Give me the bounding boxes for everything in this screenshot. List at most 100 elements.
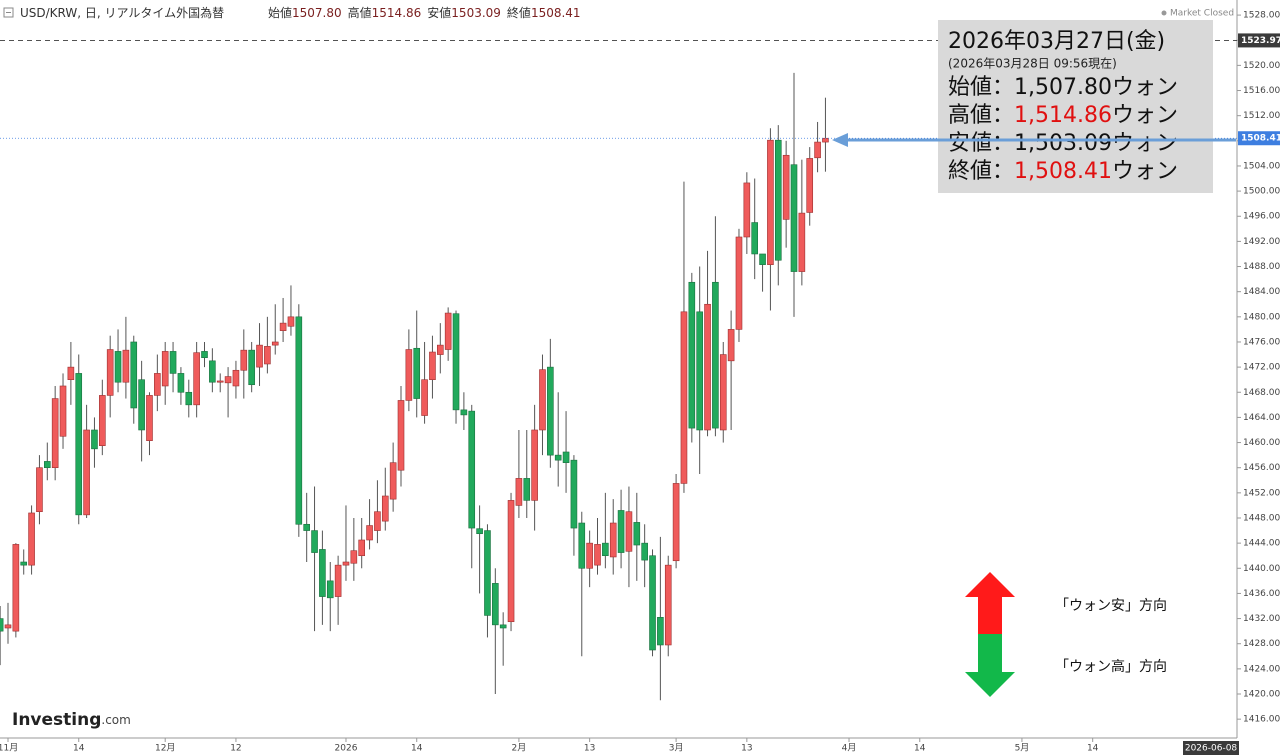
row-label: 安値： — [948, 131, 1014, 156]
x-tick-label: 5月 — [1015, 743, 1030, 754]
candle-body — [476, 528, 483, 535]
y-tick-label: 1476.00 — [1243, 337, 1280, 347]
header-label: 始値 — [268, 5, 292, 20]
x-tick-label: 12 — [230, 744, 241, 754]
collapse-icon[interactable] — [3, 7, 14, 18]
candle-body — [91, 429, 98, 450]
header: USD/KRW, 日, リアルタイム外国為替 始値1507.80 高値1514.8… — [20, 5, 581, 20]
candle-body — [67, 366, 75, 380]
y-tick-label: 1488.00 — [1243, 262, 1280, 272]
candle-body — [177, 373, 185, 393]
candle-body — [366, 525, 373, 541]
candle-body — [232, 369, 240, 387]
candle-body — [240, 349, 248, 371]
axes: 1416.00 1420.00 1424.00 1428.00 1432.00 1436.… — [0, 11, 1280, 755]
candle-body — [413, 347, 421, 399]
y-tick-label: 1500.00 — [1243, 187, 1280, 197]
candle-body — [436, 344, 444, 355]
candle-body — [20, 561, 28, 566]
y-tick-label: 1460.00 — [1243, 438, 1280, 448]
annotation-row: 高値：1,514.86ウォン — [948, 103, 1178, 128]
header-label: 安値 — [427, 5, 451, 20]
candle-body — [814, 141, 821, 159]
y-tick-label: 1520.00 — [1243, 61, 1280, 71]
candle-body — [264, 346, 271, 365]
candle-body — [625, 511, 633, 552]
candle-body — [0, 618, 4, 632]
annotation-row: 安値：1,503.09ウォン — [948, 131, 1178, 156]
y-tick-label: 1516.00 — [1243, 86, 1280, 96]
candle-body — [319, 549, 326, 597]
y-tick-label: 1444.00 — [1243, 539, 1280, 549]
x-tick-label: 14 — [914, 744, 926, 754]
candle-body — [311, 530, 318, 553]
y-tick-label: 1456.00 — [1243, 463, 1280, 473]
candle-body — [774, 139, 782, 261]
header-value: 1514.86 — [372, 6, 422, 20]
candle-body — [154, 373, 161, 396]
candle-body — [633, 522, 641, 546]
annotation-rows: 始値：1,507.80ウォン高値：1,514.86ウォン安値：1,503.09ウ… — [948, 75, 1178, 184]
row-label: 高値： — [948, 103, 1014, 128]
candle-body — [421, 379, 428, 416]
candle-body — [586, 542, 593, 569]
y-tick-label: 1420.00 — [1243, 690, 1280, 700]
candle-body — [767, 139, 774, 265]
candle-body — [664, 564, 672, 646]
logo-name: Investing — [12, 710, 101, 730]
candle-body — [106, 349, 114, 396]
candle-body — [209, 360, 216, 383]
candle-body — [657, 617, 664, 646]
y-tick-label: 1484.00 — [1243, 287, 1280, 297]
candle-body — [806, 158, 814, 213]
annotation-row: 始値：1,507.80ウォン — [948, 75, 1178, 100]
candle-body — [507, 500, 515, 623]
candle-body — [256, 344, 263, 368]
header-value: 1508.41 — [531, 6, 581, 20]
candle-body — [790, 164, 798, 272]
x-tick-label: 14 — [411, 744, 423, 754]
row-unit: ウォン — [1112, 159, 1178, 184]
candle-body — [405, 349, 413, 401]
row-label: 終値： — [948, 159, 1014, 184]
pointer-arrow-head — [832, 133, 848, 147]
chart-title: USD/KRW, 日, リアルタイム外国為替 — [20, 6, 224, 20]
candle-body — [99, 395, 106, 447]
candle-body — [602, 542, 609, 557]
row-unit: ウォン — [1112, 75, 1178, 100]
candle-body — [279, 322, 287, 331]
annotation-date: 2026年03月27日(金) — [948, 29, 1165, 54]
candle-body — [822, 137, 829, 143]
row-label: 始値： — [948, 75, 1014, 100]
candle-body — [798, 212, 806, 272]
legend-weak: 「ウォン安」方向 — [1055, 598, 1167, 614]
candle-body — [358, 539, 366, 557]
candle-body — [523, 478, 531, 501]
logo: Investing.com — [12, 710, 131, 730]
candle-body — [28, 512, 35, 566]
candle-body — [554, 454, 562, 461]
row-value: 1,508.41 — [1014, 159, 1112, 184]
y-tick-label: 1448.00 — [1243, 513, 1280, 523]
candle-body — [130, 341, 138, 409]
candle-body — [43, 461, 51, 469]
x-tick-label: 12月 — [155, 743, 175, 754]
price-label-bg — [1238, 131, 1280, 146]
candle-body — [216, 380, 224, 383]
y-tick-label: 1468.00 — [1243, 388, 1280, 398]
candle-body — [51, 398, 59, 469]
candle-body — [161, 351, 169, 387]
candle-body — [374, 511, 381, 531]
x-tick-label: 14 — [73, 744, 85, 754]
candle-body — [201, 351, 208, 358]
status-dot — [1161, 10, 1167, 16]
market-status: Market Closed — [1170, 9, 1234, 19]
x-tick-label: 13 — [741, 744, 752, 754]
candle-body — [185, 391, 193, 406]
price-label: 1523.97 — [1241, 36, 1280, 46]
candle-body — [350, 550, 358, 564]
candle-body — [429, 351, 436, 380]
candle-body — [562, 451, 570, 463]
